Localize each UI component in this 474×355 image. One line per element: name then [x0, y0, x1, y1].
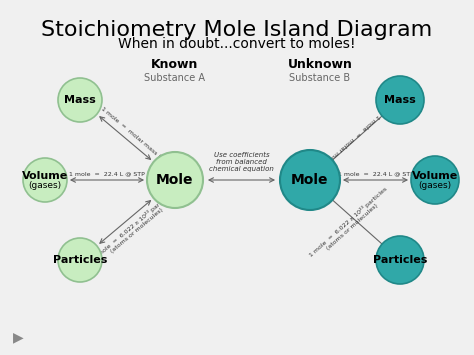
Text: Known: Known	[151, 59, 199, 71]
Text: 1 mole  =  6.022 x 10²³ particles
(atoms or molecules): 1 mole = 6.022 x 10²³ particles (atoms o…	[92, 191, 178, 266]
Text: Stoichiometry Mole Island Diagram: Stoichiometry Mole Island Diagram	[41, 20, 433, 40]
Text: Mass: Mass	[384, 95, 416, 105]
Text: Particles: Particles	[53, 255, 107, 265]
Text: 1 mole  =  22.4 L @ STP: 1 mole = 22.4 L @ STP	[69, 171, 145, 176]
Text: Use coefficients
from balanced
chemical equation: Use coefficients from balanced chemical …	[209, 152, 274, 172]
Circle shape	[280, 150, 340, 210]
Text: 1 mole  =  22.4 L @ STP: 1 mole = 22.4 L @ STP	[337, 171, 413, 176]
Text: Particles: Particles	[373, 255, 427, 265]
Circle shape	[58, 78, 102, 122]
Text: Mole: Mole	[156, 173, 194, 187]
Text: Substance A: Substance A	[145, 73, 206, 83]
Circle shape	[376, 236, 424, 284]
Circle shape	[58, 238, 102, 282]
Circle shape	[376, 76, 424, 124]
Text: Unknown: Unknown	[288, 59, 353, 71]
Text: (gases): (gases)	[419, 180, 452, 190]
Text: 1 mole  =  molar mass (g): 1 mole = molar mass (g)	[100, 106, 166, 163]
Text: Substance B: Substance B	[290, 73, 351, 83]
Text: Mass: Mass	[64, 95, 96, 105]
Text: Volume: Volume	[412, 171, 458, 181]
Text: Mole: Mole	[291, 173, 329, 187]
Circle shape	[147, 152, 203, 208]
Text: 1 mole  =  molar mass (g): 1 mole = molar mass (g)	[316, 113, 381, 171]
Circle shape	[23, 158, 67, 202]
Circle shape	[411, 156, 459, 204]
Text: When in doubt...convert to moles!: When in doubt...convert to moles!	[118, 37, 356, 51]
Text: (gases): (gases)	[28, 180, 62, 190]
Text: ▶: ▶	[13, 330, 23, 344]
Text: 1 mole  =  6.022 x 10²³ particles
(atoms or molecules): 1 mole = 6.022 x 10²³ particles (atoms o…	[308, 186, 392, 262]
Text: Volume: Volume	[22, 171, 68, 181]
